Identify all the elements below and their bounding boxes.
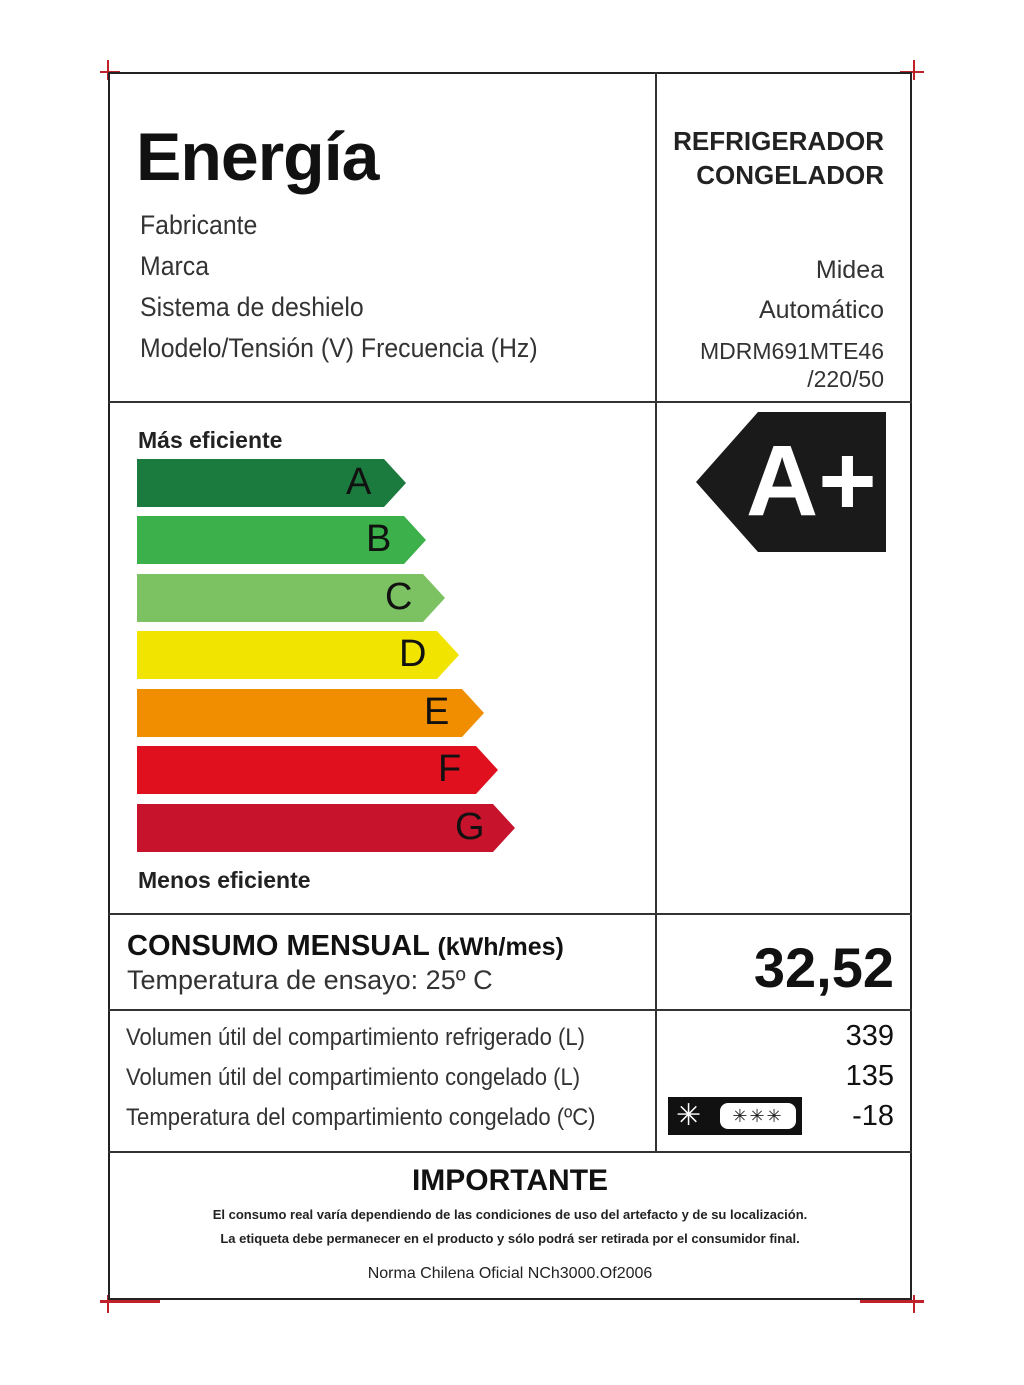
norm-reference: Norma Chilena Oficial NCh3000.Of2006 — [367, 1265, 653, 1282]
freezer-temp-value: -18 — [852, 1100, 894, 1132]
freezer-volume-label: Volumen útil del compartimiento congelad… — [126, 1064, 581, 1091]
freezer-volume-value: 135 — [845, 1060, 894, 1092]
divider — [108, 1151, 912, 1153]
crop-mark — [913, 60, 915, 80]
efficiency-letter: E — [424, 691, 450, 733]
divider — [108, 1009, 912, 1011]
freezer-four-star-icon: ✳ ✳✳✳ — [668, 1097, 802, 1135]
important-line-2: La etiqueta debe permanecer en el produc… — [220, 1231, 800, 1246]
divider — [655, 72, 657, 1152]
consumption-title: CONSUMO MENSUAL — [127, 930, 430, 962]
fridge-volume-label: Volumen útil del compartimiento refriger… — [126, 1024, 585, 1051]
manufacturer-label: Fabricante — [140, 210, 258, 240]
efficiency-letter: G — [455, 806, 485, 848]
model-label: Modelo/Tensión (V) Frecuencia (Hz) — [140, 333, 538, 363]
efficiency-letter: A — [346, 461, 372, 503]
rating-arrow-shape — [696, 412, 886, 552]
divider — [108, 401, 912, 403]
label-title: Energía — [136, 119, 379, 195]
efficiency-letter: C — [385, 576, 413, 618]
model-value: MDRM691MTE46 — [699, 338, 884, 364]
efficiency-bar-e: E — [137, 689, 484, 737]
freezer-temp-label: Temperatura del compartimiento congelado… — [126, 1104, 596, 1131]
label-frame — [108, 72, 912, 1300]
category-line-1: REFRIGERADOR — [673, 126, 884, 156]
test-temperature: Temperatura de ensayo: 25º C — [127, 965, 493, 995]
efficiency-letter: B — [366, 518, 392, 560]
efficiency-bar-b: B — [137, 516, 426, 564]
efficiency-bar-c: C — [137, 574, 445, 622]
rating-value: A+ — [746, 425, 877, 537]
consumption-value: 32,52 — [753, 936, 894, 999]
efficiency-letter: F — [438, 748, 462, 790]
rating-arrow: A+ — [696, 412, 886, 552]
crop-mark — [913, 1295, 915, 1313]
defrost-label: Sistema de deshielo — [140, 292, 364, 322]
most-efficient-label: Más eficiente — [138, 427, 283, 453]
important-title: IMPORTANTE — [411, 1164, 609, 1197]
least-efficient-label: Menos eficiente — [138, 867, 311, 893]
defrost-value: Automático — [758, 296, 884, 324]
crop-mark — [860, 1300, 924, 1303]
fridge-volume-value: 339 — [845, 1020, 894, 1052]
efficiency-bar-g: G — [137, 804, 515, 852]
consumption-unit: (kWh/mes) — [437, 933, 564, 961]
efficiency-bar-d: D — [137, 631, 459, 679]
consumption-label: CONSUMO MENSUAL (kWh/mes) — [127, 930, 564, 963]
crop-mark — [900, 71, 924, 73]
efficiency-letter: D — [399, 633, 427, 675]
crop-mark — [100, 1300, 160, 1303]
brand-label: Marca — [140, 251, 210, 281]
crop-mark — [107, 1295, 109, 1313]
category-line-2: CONGELADOR — [696, 160, 884, 190]
voltage-frequency-value: /220/50 — [807, 366, 884, 392]
divider — [108, 913, 912, 915]
important-line-1: El consumo real varía dependiendo de las… — [212, 1207, 808, 1222]
efficiency-bar-f: F — [137, 746, 498, 794]
efficiency-bar-a: A — [137, 459, 406, 507]
brand-value: Midea — [815, 256, 884, 284]
crop-mark — [107, 60, 109, 80]
